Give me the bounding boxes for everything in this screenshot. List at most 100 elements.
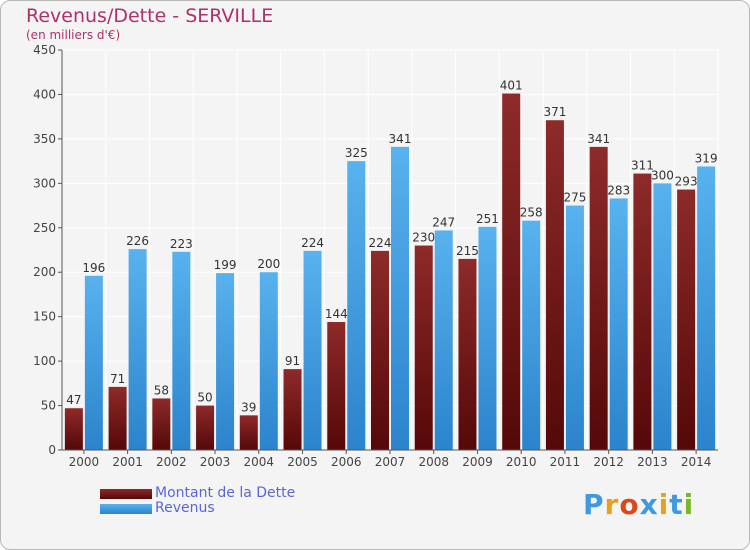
chart-subtitle: (en milliers d'€) [26, 28, 121, 42]
y-tick-label: 300 [33, 176, 56, 190]
data-label-revenue: 224 [301, 236, 324, 250]
data-labels: 47 196 71 226 58 223 50 199 39 200 91 224 144 325 224 3… [66, 79, 717, 415]
x-tick-label: 2002 [156, 455, 187, 469]
legend-label-debt: Montant de la Dette [155, 485, 296, 501]
y-tick-label: 350 [33, 132, 56, 146]
data-label-debt: 230 [412, 231, 435, 245]
x-tick-label: 2000 [69, 455, 100, 469]
brand-logo: Proxiti [583, 488, 694, 521]
x-tick-label: 2009 [462, 455, 493, 469]
y-tick-label: 150 [33, 310, 56, 324]
data-label-debt: 91 [285, 354, 300, 368]
data-label-debt: 50 [197, 391, 212, 405]
bar-revenue [653, 183, 672, 451]
chart-title: Revenus/Dette - SERVILLE [26, 5, 274, 27]
data-label-revenue: 258 [520, 206, 543, 220]
brand-logo-letter: t [669, 488, 684, 521]
x-tick-label: 2012 [593, 455, 624, 469]
data-label-revenue: 200 [257, 257, 280, 271]
bar-debt [371, 250, 389, 450]
bar-debt [196, 405, 215, 450]
y-tick-label: 100 [33, 354, 56, 368]
data-label-debt: 224 [369, 236, 392, 250]
bar-revenue [84, 275, 103, 450]
y-tick-label: 250 [33, 221, 56, 235]
y-tick-label: 0 [48, 443, 56, 457]
bar-revenue [128, 249, 147, 450]
bar-revenue [259, 272, 278, 450]
bar-debt [414, 245, 433, 450]
bar-debt [283, 369, 302, 450]
x-tick-label: 2004 [244, 455, 275, 469]
bar-revenue [216, 273, 235, 450]
brand-logo-letter: i [683, 488, 695, 521]
bar-debt [589, 146, 608, 450]
legend-label-revenue: Revenus [155, 500, 215, 516]
bar-revenue [347, 161, 366, 450]
data-label-revenue: 341 [389, 132, 412, 146]
bar-revenue [434, 230, 453, 450]
y-tick-label: 450 [33, 43, 56, 57]
bar-revenue [522, 220, 541, 450]
bar-debt [633, 173, 652, 451]
data-label-debt: 144 [325, 307, 348, 321]
data-label-debt: 371 [543, 105, 566, 119]
bar-revenue [391, 146, 409, 450]
data-label-revenue: 247 [432, 215, 455, 229]
data-label-debt: 47 [66, 393, 81, 407]
data-label-revenue: 196 [82, 261, 105, 275]
grid-lines [61, 49, 719, 451]
x-tick-label: 2013 [637, 455, 668, 469]
bar-debt [152, 398, 171, 450]
bar-revenue [609, 198, 628, 450]
bar-debt [327, 322, 346, 450]
bar-debt [458, 258, 477, 450]
data-label-debt: 215 [456, 244, 479, 258]
data-label-revenue: 223 [170, 237, 193, 251]
legend-swatch-debt [100, 489, 152, 499]
data-label-revenue: 251 [476, 212, 499, 226]
bar-revenue [697, 166, 716, 450]
brand-logo-letter: o [619, 488, 640, 521]
data-label-revenue: 319 [695, 151, 718, 165]
data-label-debt: 71 [110, 372, 125, 386]
data-label-debt: 39 [241, 400, 256, 414]
brand-logo-letter: x [639, 488, 659, 521]
x-tick-label: 2001 [112, 455, 143, 469]
bar-debt [64, 408, 83, 450]
data-label-revenue: 199 [214, 258, 237, 272]
data-label-revenue: 275 [563, 191, 586, 205]
x-tick-label: 2007 [375, 455, 406, 469]
x-tick-label: 2008 [418, 455, 449, 469]
x-tick-label: 2014 [681, 455, 712, 469]
y-tick-label: 50 [41, 399, 56, 413]
data-label-debt: 401 [500, 79, 523, 93]
bar-debt [545, 120, 564, 450]
data-label-revenue: 300 [651, 168, 674, 182]
bar-debt [502, 93, 521, 451]
data-label-revenue: 226 [126, 234, 149, 248]
brand-logo-letter: i [658, 488, 670, 521]
bar-revenue [565, 205, 584, 450]
x-tick-label: 2003 [200, 455, 231, 469]
bar-revenue [172, 251, 191, 450]
data-label-debt: 58 [154, 383, 169, 397]
data-label-debt: 293 [675, 175, 698, 189]
data-label-revenue: 325 [345, 146, 368, 160]
bar-revenue [478, 226, 497, 450]
bar-debt [108, 386, 127, 450]
data-label-debt: 311 [631, 159, 654, 173]
bar-revenue [303, 250, 322, 450]
y-tick-label: 400 [33, 87, 56, 101]
legend-swatch-revenue [100, 504, 152, 514]
brand-logo-letter: P [583, 488, 605, 521]
data-label-debt: 341 [587, 132, 610, 146]
bars [64, 93, 716, 451]
x-tick-label: 2006 [331, 455, 362, 469]
y-tick-label: 200 [33, 265, 56, 279]
bar-debt [239, 415, 258, 450]
x-tick-label: 2010 [506, 455, 537, 469]
bar-debt [677, 189, 696, 451]
brand-logo-letter: r [604, 488, 620, 521]
